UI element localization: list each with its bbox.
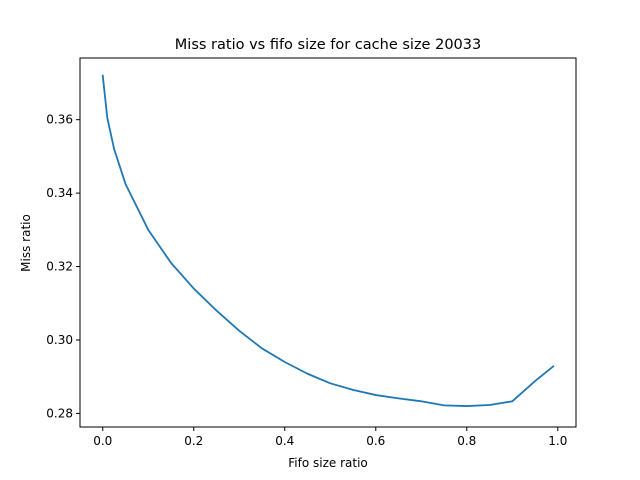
plot-area [101, 74, 555, 407]
y-tick-label: 0.36 [46, 113, 73, 127]
x-tick-label: 0.4 [275, 434, 294, 448]
y-tick-label: 0.30 [46, 333, 73, 347]
chart-title: Miss ratio vs fifo size for cache size 2… [175, 37, 481, 53]
x-tick-label: 0.8 [457, 434, 476, 448]
x-axis: 0.0 0.2 0.4 0.6 0.8 1.0 [93, 427, 567, 448]
y-axis: 0.28 0.30 0.32 0.34 0.36 [46, 113, 80, 420]
x-tick-label: 1.0 [548, 434, 567, 448]
y-tick-label: 0.32 [46, 260, 73, 274]
y-tick-label: 0.28 [46, 406, 73, 420]
x-tick-label: 0.2 [184, 434, 203, 448]
series-line [101, 74, 555, 407]
y-axis-label: Miss ratio [19, 214, 33, 272]
plot-frame [79, 57, 577, 428]
x-axis-label: Fifo size ratio [288, 456, 368, 470]
y-tick-label: 0.34 [46, 186, 73, 200]
x-tick-label: 0.0 [93, 434, 112, 448]
x-tick-label: 0.6 [366, 434, 385, 448]
